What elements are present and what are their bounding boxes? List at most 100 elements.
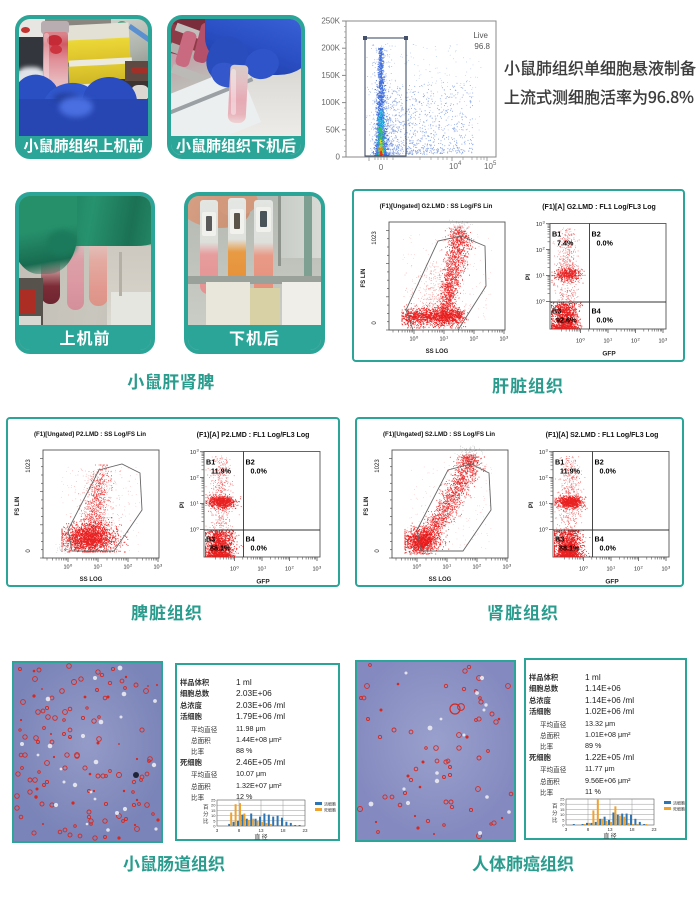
svg-text:0: 0 [586,564,589,569]
svg-text:0.0%: 0.0% [251,544,268,553]
svg-text:10: 10 [539,476,545,482]
svg-text:10: 10 [539,450,545,456]
svg-text:0.0%: 0.0% [597,316,614,325]
svg-text:10: 10 [604,339,610,345]
svg-text:3: 3 [160,562,163,567]
svg-text:FS LIN: FS LIN [15,497,21,516]
svg-text:2: 2 [130,562,133,567]
svg-text:10: 10 [410,337,416,343]
svg-text:10: 10 [473,565,479,571]
svg-text:25: 25 [211,798,216,803]
svg-text:FS LIN: FS LIN [361,269,367,288]
svg-text:10: 10 [539,502,545,508]
svg-text:3: 3 [565,827,568,832]
svg-text:0.0%: 0.0% [600,467,617,476]
svg-text:1023: 1023 [375,459,381,473]
svg-text:10: 10 [211,813,216,818]
svg-text:1: 1 [197,500,200,505]
svg-text:GFP: GFP [602,351,616,358]
svg-text:10: 10 [576,339,582,345]
svg-text:B1: B1 [552,230,561,239]
svg-text:10: 10 [662,567,668,573]
svg-text:直 径: 直 径 [254,832,267,841]
svg-text:3: 3 [665,336,668,341]
svg-text:200K: 200K [321,44,340,53]
svg-text:10: 10 [539,528,545,534]
svg-text:10: 10 [449,162,458,171]
svg-text:10: 10 [443,565,449,571]
svg-text:PI: PI [179,502,186,508]
svg-text:死细胞: 死细胞 [324,807,336,814]
svg-text:10: 10 [634,567,640,573]
svg-text:150K: 150K [321,71,340,80]
svg-text:10: 10 [190,476,196,482]
svg-text:B4: B4 [595,535,604,544]
svg-text:活细胞: 活细胞 [673,800,685,807]
svg-text:23: 23 [651,827,657,832]
svg-text:0.0%: 0.0% [251,467,268,476]
svg-text:0: 0 [562,823,565,828]
svg-text:(F1)[A] P2.LMD : FL1 Log/FL3 L: (F1)[A] P2.LMD : FL1 Log/FL3 Log [197,432,310,439]
svg-text:10: 10 [607,567,613,573]
svg-text:10: 10 [190,502,196,508]
svg-text:0.0%: 0.0% [597,239,614,248]
svg-text:1: 1 [613,564,616,569]
svg-text:0: 0 [375,549,381,553]
svg-text:PI: PI [528,502,535,508]
svg-text:3: 3 [197,448,200,453]
svg-text:10: 10 [230,567,236,573]
svg-text:10: 10 [536,222,542,228]
svg-text:0: 0 [70,562,73,567]
svg-text:SS LOG: SS LOG [80,577,103,583]
svg-text:B4: B4 [246,535,255,544]
svg-text:SS LOG: SS LOG [426,349,449,355]
svg-text:18: 18 [280,828,286,833]
svg-text:3: 3 [668,564,671,569]
svg-text:2: 2 [641,564,644,569]
svg-text:92.6%: 92.6% [556,316,577,325]
svg-text:直 径: 直 径 [603,831,616,840]
svg-text:百: 百 [552,802,558,810]
svg-text:15: 15 [560,807,565,812]
svg-text:0: 0 [26,549,32,553]
svg-text:B1: B1 [555,458,564,467]
svg-text:(F1)[A] G2.LMD : FL1 Log/FL3 L: (F1)[A] G2.LMD : FL1 Log/FL3 Log [542,204,656,211]
svg-text:50K: 50K [326,125,341,134]
svg-text:96.8: 96.8 [474,42,490,51]
svg-text:10: 10 [579,567,585,573]
svg-text:活细胞: 活细胞 [324,801,336,808]
svg-text:8: 8 [238,828,241,833]
svg-text:10: 10 [536,274,542,280]
svg-text:(F1)[Ungated] S2.LMD : SS Log/: (F1)[Ungated] S2.LMD : SS Log/FS Lin [383,431,495,438]
svg-text:PI: PI [525,274,532,280]
svg-text:FS LIN: FS LIN [364,497,370,516]
svg-text:11.9%: 11.9% [560,467,581,476]
svg-text:(F1)[A] S2.LMD : FL1 Log/FL3 L: (F1)[A] S2.LMD : FL1 Log/FL3 Log [546,432,659,439]
svg-text:2: 2 [543,246,546,251]
svg-text:3: 3 [319,564,322,569]
svg-text:10: 10 [500,337,506,343]
svg-text:B3: B3 [552,307,561,316]
svg-text:死细胞: 死细胞 [673,806,685,813]
svg-text:1: 1 [546,500,549,505]
svg-text:百: 百 [203,803,209,811]
svg-text:1: 1 [610,336,613,341]
svg-text:10: 10 [64,565,70,571]
svg-text:20: 20 [560,802,565,807]
svg-text:11.9%: 11.9% [211,467,232,476]
svg-text:13: 13 [258,828,264,833]
svg-text:10: 10 [124,565,130,571]
svg-text:0: 0 [583,336,586,341]
svg-text:3: 3 [506,334,509,339]
svg-text:2: 2 [479,562,482,567]
svg-text:3: 3 [509,562,512,567]
svg-text:10: 10 [285,567,291,573]
svg-text:B3: B3 [206,535,215,544]
svg-text:3: 3 [546,448,549,453]
svg-text:10: 10 [190,528,196,534]
svg-text:1: 1 [446,334,449,339]
svg-text:2: 2 [546,474,549,479]
svg-text:18: 18 [629,827,635,832]
svg-text:10: 10 [536,248,542,254]
svg-text:B2: B2 [595,458,604,467]
